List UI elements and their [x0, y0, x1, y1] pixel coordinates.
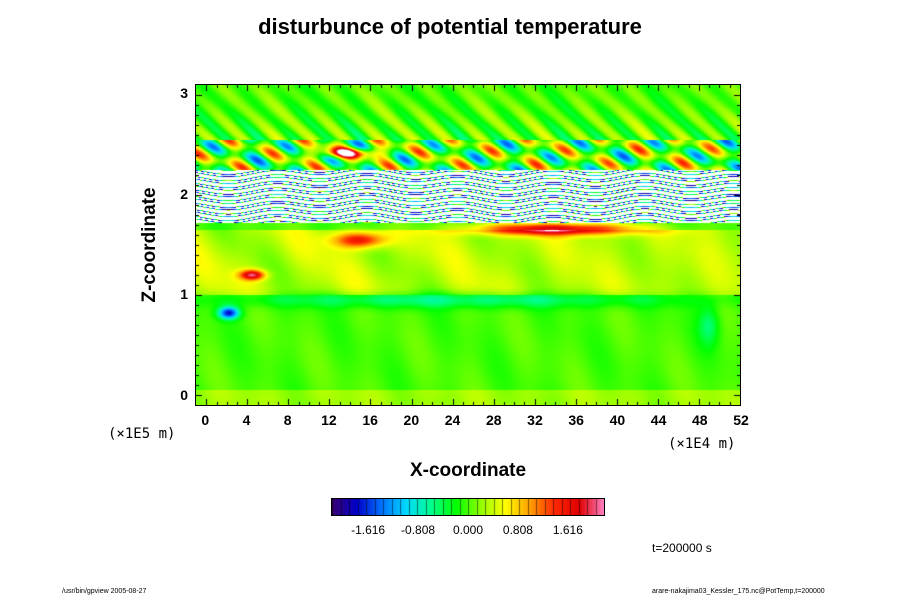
x-tick-label: 44: [650, 412, 667, 428]
x-tick-label: 12: [321, 412, 337, 428]
x-tick-label: 40: [609, 412, 626, 428]
y-tick-label: 0: [180, 386, 188, 403]
y-scale-label: (×1E5 m): [108, 426, 176, 442]
x-scale-label: (×1E4 m): [668, 436, 736, 452]
x-tick-label: 24: [444, 412, 461, 428]
y-tick-label: 1: [180, 286, 188, 303]
x-tick-label: 36: [568, 412, 584, 428]
y-axis-label: Z-coordinate: [139, 187, 160, 303]
colorbar-tick-label: 0.000: [452, 523, 484, 537]
colorbar-tick-label: 1.616: [552, 523, 583, 537]
colorbar-tick-label: -1.616: [351, 523, 386, 537]
x-tick-label: 16: [362, 412, 378, 428]
x-tick-label: 8: [283, 412, 292, 428]
plot-area: [195, 84, 741, 406]
x-tick-label: 28: [485, 412, 502, 428]
x-tick-label: 4: [242, 412, 251, 428]
colorbar-tick-label: 0.808: [502, 523, 533, 537]
x-tick-label: 20: [403, 412, 420, 428]
y-tick-label: 3: [180, 85, 188, 102]
x-tick-label: 32: [527, 412, 543, 428]
x-tick-label: 52: [733, 412, 749, 428]
colorbar-tick-label: -0.808: [401, 523, 436, 537]
footer-right: arare-nakajima03_Kessler_175.nc@PotTemp,…: [652, 588, 825, 595]
x-tick-label: 48: [691, 412, 708, 428]
time-label: t=200000 s: [652, 541, 712, 555]
chart-title: disturbunce of potential temperature: [258, 14, 642, 39]
footer-left: /usr/bin/gpview 2005-08-27: [62, 588, 147, 595]
colorbar: [331, 498, 605, 516]
x-axis-label: X-coordinate: [409, 460, 527, 481]
y-tick-label: 2: [180, 185, 188, 202]
heatmap-field: [196, 85, 740, 405]
x-tick-label: 0: [201, 412, 210, 428]
